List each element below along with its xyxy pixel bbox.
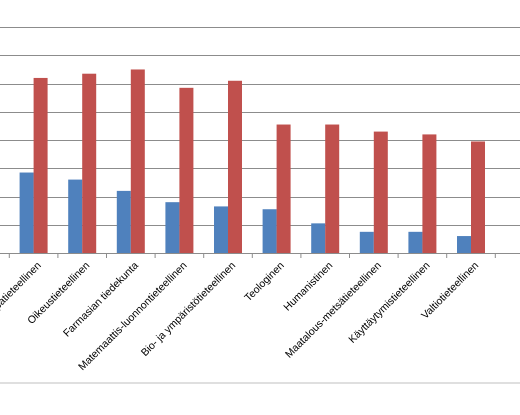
- bar: [359, 231, 374, 253]
- bar: [116, 190, 131, 253]
- bar: [471, 141, 485, 253]
- x-tick-label: Bio- ja ympäristötieteellinen: [139, 260, 238, 359]
- bar: [228, 80, 242, 253]
- x-tick-label: Käyttäytymistieteellinen: [346, 260, 432, 346]
- bar: [325, 124, 340, 253]
- bar: [408, 231, 423, 253]
- x-axis: [0, 253, 520, 258]
- bar: [422, 134, 437, 253]
- x-tick-label: Humanistinen: [281, 260, 335, 314]
- bar: [262, 209, 277, 253]
- bar: [19, 172, 34, 253]
- bar: [33, 77, 48, 253]
- bar: [214, 206, 228, 253]
- bar: [311, 223, 326, 253]
- x-tick-labels: KauppatieteellinenOikeustieteellinenFarm…: [0, 260, 481, 373]
- bar: [179, 87, 194, 253]
- bar: [276, 124, 291, 253]
- bars: [19, 69, 485, 254]
- bar: [457, 236, 471, 253]
- bar: [130, 69, 145, 254]
- x-tick-label: Teologinen: [242, 260, 287, 305]
- bar: [68, 179, 83, 253]
- bar: [373, 131, 388, 253]
- x-tick-label: Maatalous-metsätieteellinen: [283, 260, 384, 361]
- bar: [165, 202, 180, 253]
- bar: [82, 73, 97, 254]
